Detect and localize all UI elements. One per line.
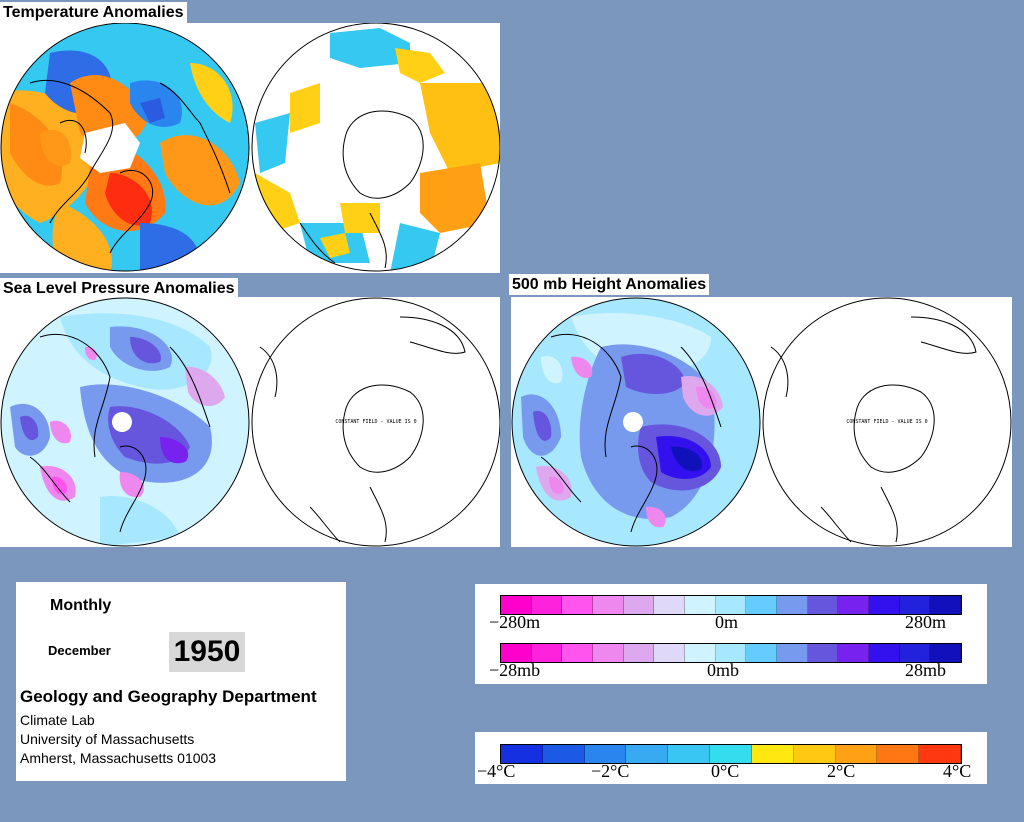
height500-south-coastlines: [770, 316, 977, 543]
height-label-max: 280m: [905, 612, 947, 632]
temperature-legend: −4°C −2°C 0°C 2°C 4°C: [475, 732, 987, 784]
temp-label-zero: 0°C: [711, 761, 740, 781]
height500-constant-label: CONSTANT FIELD - VALUE IS 0: [846, 419, 927, 425]
slp-constant-label: CONSTANT FIELD - VALUE IS 0: [335, 419, 416, 425]
slp-maps: CONSTANT FIELD - VALUE IS 0: [0, 297, 500, 547]
height-label-min: −280m: [489, 612, 541, 632]
slp-swatch: [501, 644, 532, 662]
height-swatch: [562, 596, 594, 614]
height-label-zero: 0m: [715, 612, 739, 632]
slp-swatch: [930, 644, 962, 662]
height500-title: 500 mb Height Anomalies: [509, 274, 710, 295]
height-swatch: [685, 596, 716, 614]
anomaly-legend: −280m 0m 280m −28mb 0mb 28mb: [475, 584, 987, 684]
height500-coastlines: [540, 333, 722, 533]
period-label: Monthly: [50, 597, 112, 614]
height500-north-hemisphere: [512, 298, 760, 546]
height-swatch: [623, 596, 655, 614]
slp-swatch: [899, 644, 931, 662]
height-colorbar: [500, 595, 962, 615]
height-swatch: [869, 596, 900, 614]
height500-maps: CONSTANT FIELD - VALUE IS 0: [511, 297, 1012, 547]
height-swatch: [807, 596, 839, 614]
height500-panel: CONSTANT FIELD - VALUE IS 0: [511, 297, 1012, 547]
slp-colorbar: [500, 643, 962, 663]
height-swatch: [715, 596, 747, 614]
temp-label-minus2: −2°C: [591, 761, 630, 781]
slp-coastlines: [29, 333, 211, 533]
slp-swatch: [869, 644, 900, 662]
temperature-swatch: [793, 745, 836, 763]
height-swatch: [777, 596, 808, 614]
height-swatch: [746, 596, 778, 614]
slp-south-coastlines: [259, 316, 466, 543]
year-label: 1950: [169, 632, 245, 672]
temperature-panel: [0, 23, 500, 273]
height-swatch: [531, 596, 563, 614]
antarctica-outline: [299, 110, 424, 269]
height-swatch: [838, 596, 870, 614]
height-swatch: [930, 596, 962, 614]
temperature-north-hemisphere: [1, 23, 249, 271]
slp-label-max: 28mb: [905, 660, 947, 680]
temperature-swatch: [919, 745, 961, 763]
temperature-coastlines: [29, 79, 231, 254]
temperature-swatch: [835, 745, 878, 763]
slp-swatch: [562, 644, 594, 662]
height-swatch: [593, 596, 624, 614]
height-swatch: [654, 596, 686, 614]
slp-swatch: [531, 644, 563, 662]
slp-swatch: [746, 644, 778, 662]
slp-swatch: [685, 644, 716, 662]
temperature-swatch: [710, 745, 752, 763]
height500-south-hemisphere: [762, 297, 1012, 547]
temperature-swatch: [584, 745, 627, 763]
height-swatch: [501, 596, 532, 614]
slp-swatch: [623, 644, 655, 662]
slp-swatch: [807, 644, 839, 662]
month-label: December: [48, 643, 111, 658]
slp-swatch: [593, 644, 624, 662]
temperature-swatch: [751, 745, 794, 763]
temp-label-minus4: −4°C: [477, 761, 516, 781]
info-box: Monthly December 1950 Geology and Geogra…: [16, 582, 346, 781]
slp-panel: CONSTANT FIELD - VALUE IS 0: [0, 297, 500, 547]
temp-label-2: 2°C: [827, 761, 856, 781]
slp-swatch: [777, 644, 808, 662]
temperature-south-hemisphere: [252, 23, 500, 271]
temperature-title: Temperature Anomalies: [0, 2, 187, 23]
slp-label-zero: 0mb: [707, 660, 740, 680]
slp-swatch: [654, 644, 686, 662]
temperature-maps: [0, 23, 500, 272]
temperature-swatch: [542, 745, 585, 763]
slp-swatch: [838, 644, 870, 662]
university-label: University of Massachusetts: [20, 731, 195, 747]
temperature-swatch: [501, 745, 543, 763]
slp-title: Sea Level Pressure Anomalies: [0, 278, 238, 299]
temperature-colorbar: [500, 744, 962, 764]
address-label: Amherst, Massachusetts 01003: [20, 750, 217, 766]
temperature-swatch: [668, 745, 711, 763]
slp-north-hemisphere: [1, 298, 249, 546]
temp-label-4: 4°C: [943, 761, 972, 781]
slp-swatch: [715, 644, 747, 662]
temperature-swatch: [626, 745, 669, 763]
department-label: Geology and Geography Department: [20, 687, 317, 706]
temperature-swatch: [877, 745, 920, 763]
slp-south-hemisphere: [251, 297, 500, 547]
height-swatch: [899, 596, 931, 614]
lab-label: Climate Lab: [20, 712, 95, 728]
slp-label-min: −28mb: [489, 660, 541, 680]
